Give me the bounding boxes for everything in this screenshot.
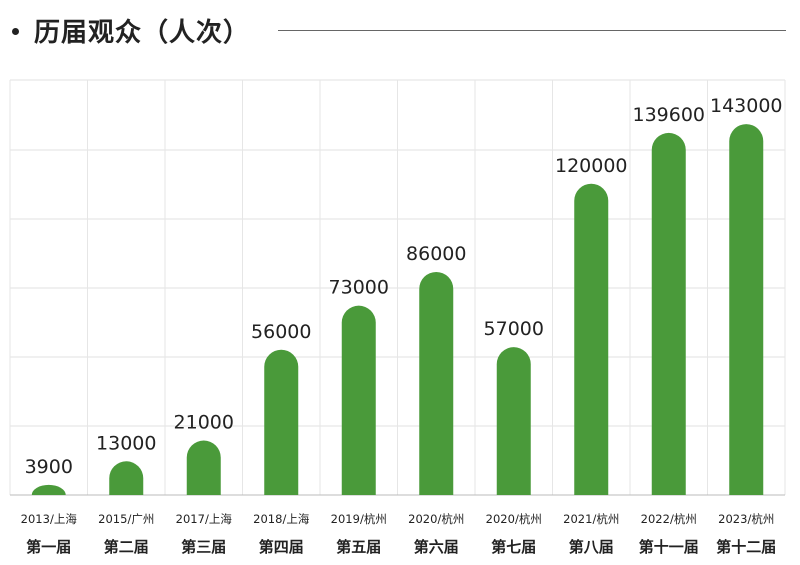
x-tick-sublabel: 第五届	[336, 538, 381, 556]
bar	[31, 484, 66, 495]
x-tick-label: 2018/上海	[253, 512, 310, 526]
x-tick-label: 2019/杭州	[331, 512, 387, 526]
bar-value-label: 21000	[174, 412, 234, 434]
x-tick-sublabel: 第七届	[491, 538, 536, 556]
x-tick-sublabel: 第六届	[414, 538, 459, 556]
bar	[651, 132, 686, 495]
chart-title: 历届观众（人次）	[34, 18, 251, 48]
x-tick-sublabel: 第十一届	[639, 538, 699, 556]
bar	[419, 271, 454, 495]
bar-value-label: 143000	[710, 95, 783, 117]
x-tick-label: 2021/杭州	[563, 512, 619, 526]
bar-value-label: 139600	[632, 104, 705, 126]
x-tick-sublabel: 第三届	[181, 538, 226, 556]
x-tick-sublabel: 第二届	[104, 538, 149, 556]
chart-bars	[31, 124, 764, 495]
bar-value-label: 13000	[96, 432, 156, 454]
bullet-icon	[12, 28, 19, 35]
bar-value-label: 57000	[484, 318, 544, 340]
x-tick-label: 2017/上海	[176, 512, 233, 526]
bar	[186, 440, 221, 495]
bar-value-label: 73000	[329, 277, 389, 299]
x-tick-sublabel: 第八届	[569, 538, 614, 556]
x-tick-sublabel: 第十二届	[716, 538, 776, 556]
x-tick-label: 2022/杭州	[641, 512, 697, 526]
x-tick-label: 2020/杭州	[408, 512, 464, 526]
bar	[341, 305, 376, 495]
chart-header: 历届观众（人次）	[0, 0, 800, 60]
x-tick-label: 2013/上海	[21, 512, 78, 526]
bar	[574, 183, 609, 495]
title-divider	[278, 30, 786, 31]
bar	[264, 349, 299, 495]
bar-value-label: 56000	[251, 321, 311, 343]
x-tick-label: 2020/杭州	[486, 512, 542, 526]
x-tick-label: 2023/杭州	[718, 512, 774, 526]
x-tick-sublabel: 第四届	[259, 538, 304, 556]
x-tick-label: 2015/广州	[98, 512, 154, 526]
bar-value-label: 86000	[406, 243, 466, 265]
bar	[496, 347, 531, 495]
x-tick-sublabel: 第一届	[26, 538, 71, 556]
bar	[729, 124, 764, 495]
value-labels: 3900 13000 21000 56000 73000 86000 57000 120000…	[25, 95, 783, 478]
bar-value-label: 3900	[25, 456, 73, 478]
bar	[109, 461, 144, 495]
bar-value-label: 120000	[555, 155, 628, 177]
